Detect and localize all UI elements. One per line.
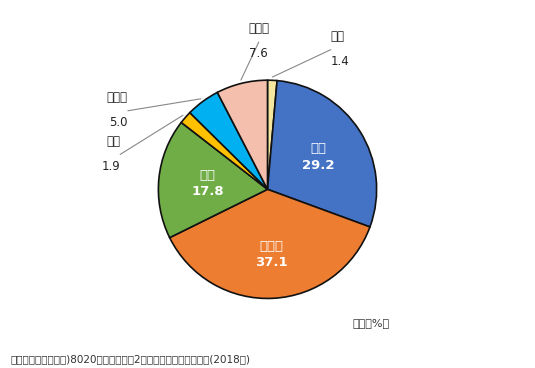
Wedge shape bbox=[190, 92, 268, 189]
Wedge shape bbox=[158, 123, 268, 238]
Text: 1.9: 1.9 bbox=[102, 160, 120, 173]
Wedge shape bbox=[217, 80, 268, 189]
Text: 5.0: 5.0 bbox=[109, 116, 128, 129]
Text: 矯正: 矯正 bbox=[106, 135, 120, 148]
Wedge shape bbox=[181, 113, 268, 189]
Text: 37.1: 37.1 bbox=[255, 256, 287, 269]
Text: 29.2: 29.2 bbox=[302, 159, 334, 172]
Text: 不明: 不明 bbox=[331, 30, 345, 43]
Wedge shape bbox=[170, 189, 370, 298]
Wedge shape bbox=[268, 80, 277, 189]
Text: 割合（%）: 割合（%） bbox=[353, 318, 389, 328]
Text: 歯周病: 歯周病 bbox=[259, 240, 283, 253]
Wedge shape bbox=[268, 81, 377, 227]
Text: その他: その他 bbox=[248, 22, 269, 35]
Text: 埋伏歯: 埋伏歯 bbox=[107, 91, 128, 104]
Text: 7.6: 7.6 bbox=[249, 47, 268, 60]
Text: 破折: 破折 bbox=[200, 169, 216, 182]
Text: う蝕: う蝕 bbox=[310, 142, 326, 156]
Text: 17.8: 17.8 bbox=[192, 185, 224, 198]
Text: 1.4: 1.4 bbox=[331, 55, 349, 68]
Text: 歯を失う理由、公財)8020推進財団、第2回永久歯の抜歯原因調査(2018年): 歯を失う理由、公財)8020推進財団、第2回永久歯の抜歯原因調査(2018年) bbox=[11, 354, 251, 364]
